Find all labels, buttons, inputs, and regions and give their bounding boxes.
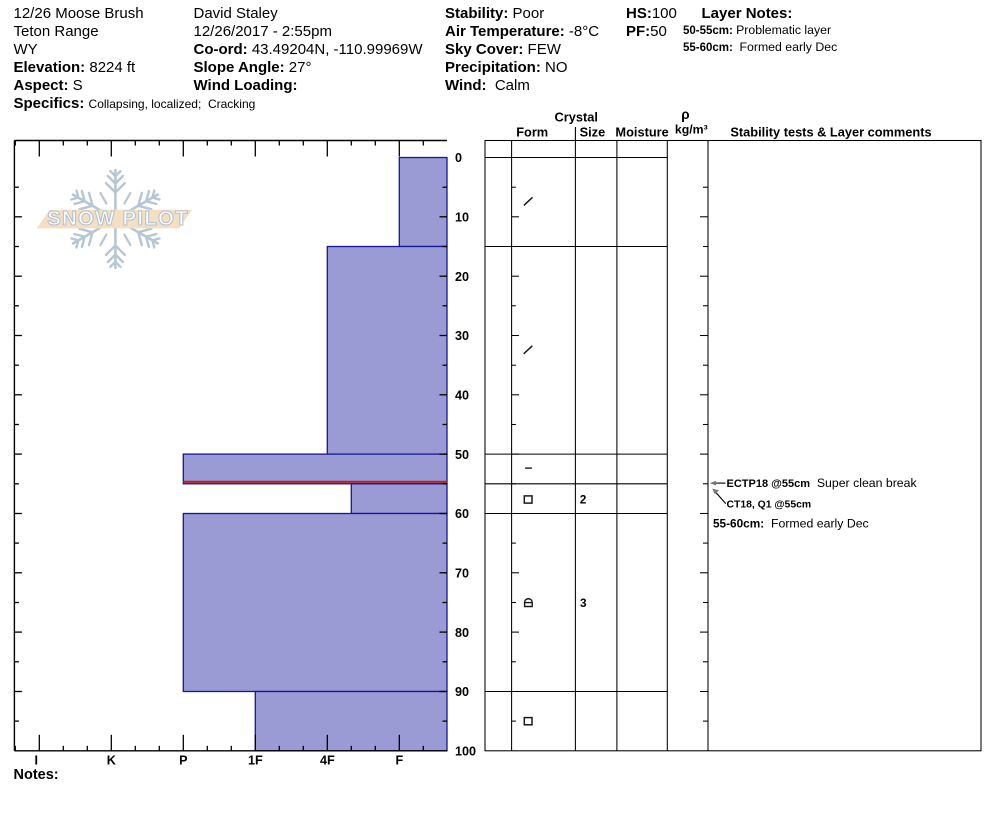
svg-text:10: 10 bbox=[455, 211, 469, 225]
svg-text:kg/m³: kg/m³ bbox=[675, 123, 708, 137]
svg-text:Form: Form bbox=[516, 124, 548, 139]
svg-text:P: P bbox=[179, 754, 187, 768]
svg-text:ECTP18 @55cm Super clean brea: ECTP18 @55cm Super clean break bbox=[727, 476, 918, 490]
svg-text:55-60cm: Formed early Dec: 55-60cm: Formed early Dec bbox=[713, 517, 869, 531]
svg-text:SNOW PILOT: SNOW PILOT bbox=[47, 207, 189, 230]
svg-text:1F: 1F bbox=[248, 754, 263, 768]
svg-text:Size: Size bbox=[580, 124, 606, 139]
svg-text:50: 50 bbox=[455, 448, 469, 462]
svg-text:ρ: ρ bbox=[681, 107, 689, 122]
svg-text:0: 0 bbox=[455, 151, 462, 165]
svg-text:90: 90 bbox=[455, 685, 469, 699]
svg-text:4F: 4F bbox=[320, 754, 335, 768]
svg-text:100: 100 bbox=[455, 745, 476, 759]
svg-text:Moisture: Moisture bbox=[615, 124, 668, 139]
svg-text:CT18, Q1 @55cm: CT18, Q1 @55cm bbox=[727, 500, 812, 511]
svg-text:60: 60 bbox=[455, 507, 469, 521]
svg-text:2: 2 bbox=[580, 492, 587, 506]
svg-text:Stability tests & Layer commen: Stability tests & Layer comments bbox=[730, 124, 931, 139]
svg-text:20: 20 bbox=[455, 270, 469, 284]
svg-text:Crystal: Crystal bbox=[555, 110, 598, 125]
svg-text:F: F bbox=[395, 754, 403, 768]
svg-text:80: 80 bbox=[455, 626, 469, 640]
svg-text:I: I bbox=[35, 754, 39, 768]
svg-text:30: 30 bbox=[455, 329, 469, 343]
svg-text:3: 3 bbox=[580, 596, 587, 610]
svg-text:40: 40 bbox=[455, 389, 469, 403]
svg-text:70: 70 bbox=[455, 567, 469, 581]
svg-text:K: K bbox=[107, 754, 116, 768]
